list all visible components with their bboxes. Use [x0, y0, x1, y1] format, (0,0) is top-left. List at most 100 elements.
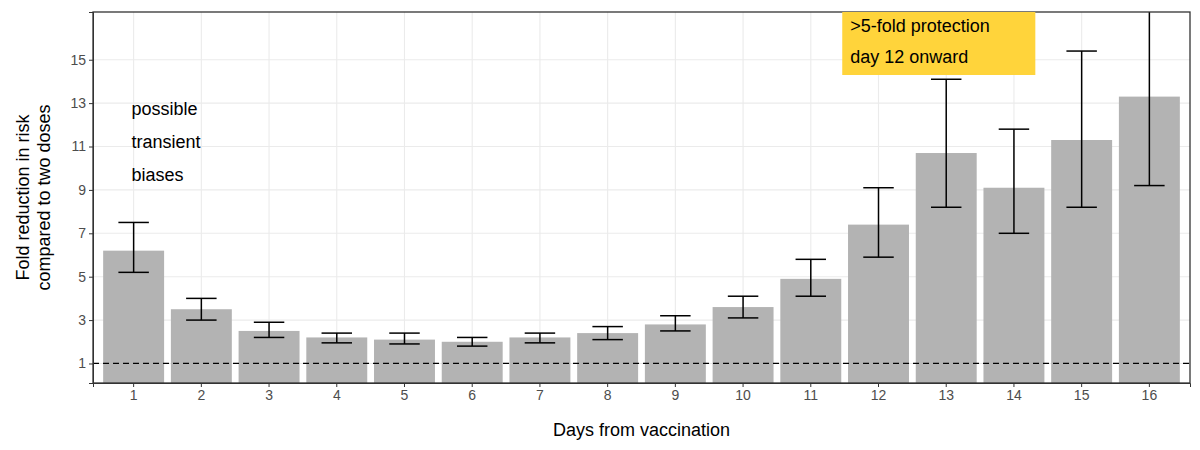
error-cap	[592, 339, 622, 341]
tick: 2	[197, 383, 205, 403]
grid-line	[336, 12, 337, 383]
error-cap	[931, 207, 961, 209]
annotation-text: biases	[131, 165, 183, 185]
tick: 3	[265, 383, 273, 403]
error-stem	[336, 333, 338, 343]
tick: 5	[78, 269, 93, 285]
bar	[171, 309, 232, 383]
annotation-text: >5-fold protection	[850, 16, 990, 36]
tick-label: 7	[78, 225, 86, 241]
error-cap	[118, 272, 148, 274]
tick: 7	[536, 383, 544, 403]
y-axis-title-line: compared to two doses	[34, 104, 54, 290]
error-bar	[254, 322, 284, 337]
tick-label: 7	[536, 387, 544, 403]
grid-line	[93, 233, 1190, 234]
bar	[645, 324, 706, 383]
error-cap	[457, 345, 487, 347]
error-cap	[796, 295, 826, 297]
tick-label: 12	[871, 387, 887, 403]
error-cap	[186, 298, 216, 300]
error-bar	[728, 296, 758, 318]
plot-frame	[93, 12, 1190, 383]
annotation-box	[842, 12, 1035, 75]
tick: 11	[71, 138, 93, 154]
error-stem	[675, 316, 677, 331]
error-cap	[118, 222, 148, 224]
bar	[442, 342, 503, 383]
tick-label: 6	[468, 387, 476, 403]
error-stem	[404, 333, 406, 344]
tick-label: 3	[78, 312, 86, 328]
error-cap	[186, 319, 216, 321]
error-cap	[660, 315, 690, 317]
tick: 4	[333, 383, 341, 403]
annotation: >5-fold protection day 12 onward	[842, 12, 1035, 75]
tick-label: 13	[938, 387, 954, 403]
plot: 1357911131512345678910111213141516possib…	[70, 5, 1190, 402]
y-axis-title: Fold reduction in riskcompared to two do…	[13, 104, 54, 290]
error-bar	[1066, 51, 1096, 207]
tick: 9	[671, 383, 679, 403]
tick: 14	[1006, 383, 1022, 403]
error-stem	[607, 327, 609, 340]
error-bar	[660, 316, 690, 331]
error-cap	[796, 259, 826, 261]
error-cap	[999, 233, 1029, 235]
error-cap	[592, 326, 622, 328]
y-axis: 13579111315	[70, 13, 93, 384]
grid-line	[675, 12, 676, 383]
tick-label: 1	[130, 387, 138, 403]
error-bar	[1134, 12, 1164, 186]
error-stem	[539, 333, 541, 343]
tick: 13	[938, 383, 954, 403]
grid-line	[93, 146, 1190, 147]
tick-label: 16	[1142, 387, 1158, 403]
grid-line	[404, 12, 405, 383]
y-axis-title-line: Fold reduction in risk	[13, 113, 33, 280]
tick-label: 15	[1074, 387, 1090, 403]
error-bar	[525, 333, 555, 343]
error-bar	[796, 259, 826, 296]
tick: 12	[871, 383, 887, 403]
error-stem	[810, 259, 812, 296]
grid-line	[93, 363, 1190, 364]
grid-line	[472, 12, 473, 383]
error-cap	[254, 322, 284, 324]
error-bar	[999, 129, 1029, 233]
error-cap	[457, 337, 487, 339]
tick: 11	[804, 383, 819, 403]
tick: 7	[78, 225, 93, 241]
error-cap	[389, 332, 419, 334]
tick-label: 13	[70, 95, 86, 111]
error-cap	[931, 79, 961, 81]
tick-label: 1	[78, 355, 86, 371]
tick-label: 8	[604, 387, 612, 403]
tick-label: 4	[333, 387, 341, 403]
error-stem	[1149, 12, 1151, 186]
error-bar	[118, 222, 148, 272]
annotation-text: transient	[131, 132, 200, 152]
tick-label: 11	[71, 138, 86, 154]
error-bar	[322, 333, 352, 343]
annotation-text: day 12 onward	[850, 47, 968, 67]
error-cap	[1134, 185, 1164, 187]
error-stem	[742, 296, 744, 318]
tick: 10	[735, 383, 751, 403]
error-cap	[999, 128, 1029, 130]
tick: 15	[70, 52, 93, 68]
tick: 9	[78, 182, 93, 198]
error-cap	[525, 332, 555, 334]
tick: 15	[1074, 383, 1090, 403]
error-cap	[728, 317, 758, 319]
grid-line	[93, 103, 1190, 104]
tick-label: 9	[671, 387, 679, 403]
tick: 13	[70, 95, 93, 111]
grid-line	[607, 12, 608, 383]
tick-label: 5	[401, 387, 409, 403]
chart: 1357911131512345678910111213141516possib…	[0, 0, 1200, 450]
tick: 1	[130, 383, 138, 403]
error-stem	[878, 188, 880, 257]
bar	[713, 307, 774, 383]
tick: 6	[468, 383, 476, 403]
